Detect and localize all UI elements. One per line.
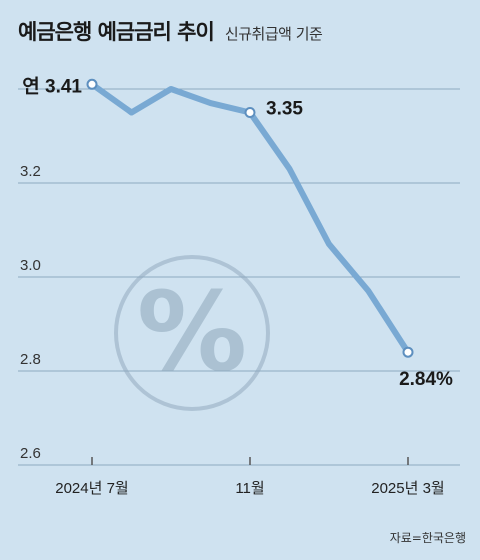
x-tick-label: 11월 [235, 480, 264, 497]
data-label: 3.35 [266, 99, 303, 120]
x-axis-ticks: 2024년 7월 11월 2025년 3월 [55, 457, 445, 497]
chart-subtitle: 신규취급액 기준 [224, 25, 323, 43]
y-tick-label: 2.6 [20, 445, 41, 462]
data-point-marker [86, 78, 98, 90]
percent-watermark: % [114, 255, 270, 411]
y-tick-label: 3.0 [20, 257, 41, 274]
chart-title: 예금은행 예금금리 추이 [18, 20, 215, 44]
data-label: 2.84% [399, 369, 453, 390]
y-axis-ticks: 2.6 2.8 3.0 3.2 [20, 163, 41, 462]
watermark-circle [114, 255, 270, 411]
x-tick-label: 2025년 3월 [371, 480, 444, 497]
x-tick-label: 2024년 7월 [55, 480, 128, 497]
title-row: 예금은행 예금금리 추이 신규취급액 기준 [18, 16, 323, 46]
data-label: 연 3.41 [22, 75, 82, 97]
source-note: 자료=한국은행 [389, 531, 466, 545]
percent-icon: % [137, 268, 247, 396]
y-tick-label: 3.2 [20, 163, 41, 180]
gridlines [18, 88, 460, 466]
data-point-marker [244, 107, 256, 118]
data-point-marker [402, 346, 414, 358]
annotations: 연 3.41 3.35 2.84% [22, 75, 453, 390]
y-tick-label: 2.8 [20, 351, 41, 368]
